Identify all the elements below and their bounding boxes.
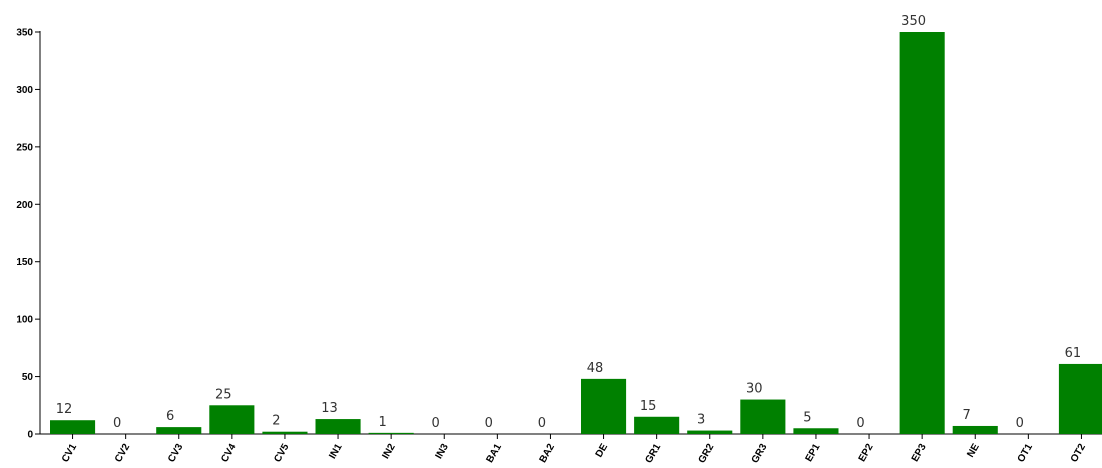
x-tick-label: DE (594, 442, 611, 460)
data-label: 0 (1016, 416, 1024, 431)
data-label: 350 (901, 14, 926, 29)
x-tick-label: CV1 (60, 442, 79, 465)
bar (634, 416, 680, 434)
bar (899, 32, 945, 434)
bars (50, 32, 1102, 434)
bar (952, 425, 998, 434)
data-label: 48 (587, 361, 604, 376)
y-tick-label: 0 (27, 430, 33, 441)
bar (581, 378, 627, 434)
bar (262, 431, 308, 434)
x-tick-label: EP3 (910, 442, 929, 464)
data-label: 2 (272, 414, 280, 429)
data-labels: 12 0 6 25 2 13 1 0 0 0 48 15 3 30 5 0 350 7 0 61 (56, 14, 1081, 431)
data-label: 0 (432, 416, 440, 431)
x-tick-label: OT1 (1016, 442, 1035, 465)
y-tick-label: 350 (16, 28, 33, 39)
y-tick-label: 250 (16, 142, 33, 153)
x-tick-label: GR2 (697, 442, 717, 466)
y-tick-label: 100 (16, 315, 33, 326)
x-tick-label: BA2 (538, 442, 558, 465)
y-tick-label: 150 (16, 257, 33, 268)
data-label: 0 (485, 416, 493, 431)
bar (315, 419, 361, 434)
y-axis: 0 50 100 150 200 250 300 350 (16, 28, 41, 441)
bar (740, 399, 786, 434)
data-label: 3 (697, 413, 705, 428)
data-label: 25 (215, 387, 232, 402)
data-label: 0 (538, 416, 546, 431)
bar (368, 432, 414, 434)
x-tick-label: OT2 (1069, 442, 1088, 465)
data-label: 1 (378, 415, 386, 430)
bar (156, 427, 202, 434)
x-tick-label: IN2 (380, 442, 398, 461)
bar (687, 430, 733, 434)
data-label: 6 (166, 409, 174, 424)
data-label: 7 (963, 408, 971, 423)
y-tick-label: 300 (16, 85, 33, 96)
x-tick-label: CV2 (113, 442, 132, 465)
data-label: 15 (640, 399, 657, 414)
bar (793, 428, 839, 434)
bar (50, 420, 96, 434)
data-label: 30 (746, 382, 763, 397)
data-label: 5 (803, 410, 811, 425)
data-label: 0 (856, 416, 864, 431)
x-tick-label: IN3 (434, 442, 452, 461)
y-tick-label: 50 (22, 372, 34, 383)
x-tick-label: CV4 (219, 442, 238, 465)
data-label: 12 (56, 402, 73, 417)
x-tick-label: GR1 (643, 442, 663, 466)
x-tick-label: NE (965, 442, 982, 460)
bar (209, 405, 255, 434)
x-tick-label: BA1 (484, 442, 504, 465)
x-tick-label: CV3 (166, 442, 185, 465)
x-tick-label: IN1 (327, 442, 345, 461)
data-label: 13 (321, 401, 338, 416)
x-tick-label: EP1 (804, 442, 823, 464)
x-tick-label: GR3 (750, 442, 770, 466)
bar (1058, 363, 1102, 434)
x-axis: CV1 CV2 CV3 CV4 CV5 IN1 IN2 IN3 BA1 BA2 DE GR1 GR2 GR… (40, 433, 1102, 466)
data-label: 61 (1065, 346, 1082, 361)
x-tick-label: CV5 (272, 442, 291, 465)
x-tick-label: EP2 (857, 442, 876, 464)
data-label: 0 (113, 416, 121, 431)
y-tick-label: 200 (16, 200, 33, 211)
